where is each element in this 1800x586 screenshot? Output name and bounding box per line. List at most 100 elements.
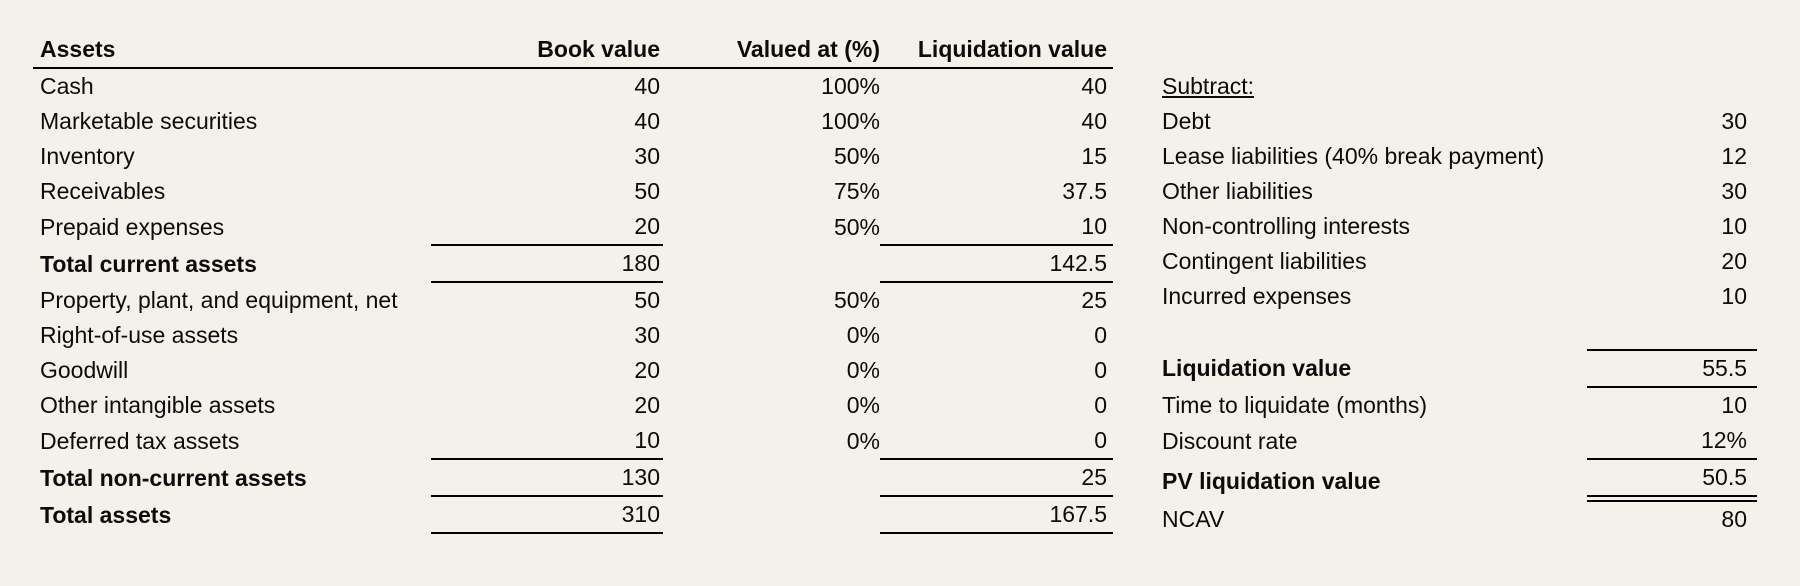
book-value-cell: 130 bbox=[431, 460, 663, 497]
liability-label-cell: Non-controlling interests bbox=[1162, 213, 1411, 239]
liability-value-cell: 12% bbox=[1587, 423, 1757, 460]
table-row: Liquidation value 55.5 bbox=[1155, 349, 1757, 388]
liquidation-value-cell: 37.5 bbox=[1062, 178, 1107, 204]
liquidation-value-cell: 10 bbox=[880, 209, 1113, 246]
column-header-book-value: Book value bbox=[431, 32, 663, 69]
liquidation-value-cell: 142.5 bbox=[880, 246, 1113, 283]
table-row: Marketable securities 40 100% 40 bbox=[33, 104, 1113, 139]
asset-label-cell: Deferred tax assets bbox=[40, 428, 240, 454]
liability-label-cell: Time to liquidate (months) bbox=[1162, 392, 1428, 418]
subtract-table: Subtract: Debt 30 Lease liabilities (40%… bbox=[1155, 69, 1757, 537]
valued-at-cell: 0% bbox=[846, 322, 880, 348]
table-row: Discount rate 12% bbox=[1155, 423, 1757, 460]
table-row: Receivables 50 75% 37.5 bbox=[33, 174, 1113, 209]
table-row: Total non-current assets 130 25 bbox=[33, 460, 1113, 497]
valued-at-cell bbox=[663, 460, 880, 497]
liability-label-cell: Subtract: bbox=[1162, 73, 1255, 99]
table-row: Other intangible assets 20 0% 0 bbox=[33, 388, 1113, 423]
table-row: Other liabilities 30 bbox=[1155, 174, 1757, 209]
book-value-cell: 50 bbox=[634, 287, 660, 313]
table-row: Deferred tax assets 10 0% 0 bbox=[33, 423, 1113, 460]
asset-label-cell: Total assets bbox=[40, 502, 172, 528]
column-header-valued-at: Valued at (%) bbox=[663, 32, 880, 69]
table-row: Time to liquidate (months) 10 bbox=[1155, 388, 1757, 423]
liability-label-cell: NCAV bbox=[1162, 506, 1225, 532]
table-row: Inventory 30 50% 15 bbox=[33, 139, 1113, 174]
table-row: Prepaid expenses 20 50% 10 bbox=[33, 209, 1113, 246]
liability-value-cell: 20 bbox=[1721, 248, 1747, 274]
liability-label-cell: PV liquidation value bbox=[1162, 467, 1381, 494]
valued-at-cell: 100% bbox=[821, 73, 880, 99]
valued-at-cell: 50% bbox=[833, 143, 880, 169]
liability-label-cell: Lease liabilities (40% break payment) bbox=[1162, 143, 1545, 169]
liquidation-value-cell: 167.5 bbox=[880, 497, 1113, 534]
liability-value-cell: 12 bbox=[1721, 143, 1747, 169]
book-value-cell: 20 bbox=[634, 392, 660, 418]
liquidation-value-cell: 40 bbox=[1081, 108, 1107, 134]
liability-value-cell: 10 bbox=[1721, 283, 1747, 309]
assets-table: Assets Book value Valued at (%) Liquidat… bbox=[33, 32, 1113, 534]
liability-label-cell: Debt bbox=[1162, 108, 1211, 134]
valued-at-cell bbox=[663, 497, 880, 534]
liquidation-value-cell: 25 bbox=[1081, 287, 1107, 313]
liability-label-cell: Contingent liabilities bbox=[1162, 248, 1367, 274]
liquidation-value-cell: 0 bbox=[1094, 322, 1107, 348]
table-row: Total assets 310 167.5 bbox=[33, 497, 1113, 534]
table-row: Goodwill 20 0% 0 bbox=[33, 353, 1113, 388]
table-row bbox=[1155, 314, 1757, 349]
book-value-cell: 40 bbox=[634, 108, 660, 134]
table-row: Total current assets 180 142.5 bbox=[33, 246, 1113, 283]
asset-label-cell: Total current assets bbox=[40, 251, 257, 277]
asset-label-cell: Receivables bbox=[40, 178, 166, 204]
book-value-cell: 310 bbox=[431, 497, 663, 534]
valued-at-cell: 0% bbox=[846, 357, 880, 383]
valued-at-cell: 75% bbox=[833, 178, 880, 204]
book-value-cell: 30 bbox=[634, 322, 660, 348]
asset-label-cell: Right-of-use assets bbox=[40, 322, 239, 348]
table-row: NCAV 80 bbox=[1155, 502, 1757, 537]
table-row: Incurred expenses 10 bbox=[1155, 279, 1757, 314]
asset-label-cell: Inventory bbox=[40, 143, 135, 169]
liquidation-value-cell: 0 bbox=[880, 423, 1113, 460]
book-value-cell: 40 bbox=[634, 73, 660, 99]
liability-label-cell bbox=[1155, 314, 1587, 349]
table-row: Subtract: bbox=[1155, 69, 1757, 104]
liability-value-cell bbox=[1587, 69, 1757, 104]
asset-label-cell: Property, plant, and equipment, net bbox=[40, 287, 398, 313]
valued-at-cell: 0% bbox=[846, 392, 880, 418]
valued-at-cell: 0% bbox=[846, 428, 880, 454]
valued-at-cell bbox=[663, 246, 880, 283]
valued-at-cell: 50% bbox=[833, 214, 880, 240]
book-value-cell: 20 bbox=[634, 357, 660, 383]
book-value-cell: 10 bbox=[431, 423, 663, 460]
asset-label-cell: Cash bbox=[40, 73, 94, 99]
asset-label-cell: Prepaid expenses bbox=[40, 214, 225, 240]
liquidation-value-cell: 0 bbox=[1094, 357, 1107, 383]
valued-at-cell: 50% bbox=[833, 287, 880, 313]
liability-value-cell bbox=[1587, 314, 1757, 349]
liquidation-value-cell: 0 bbox=[1094, 392, 1107, 418]
table-row: Right-of-use assets 30 0% 0 bbox=[33, 318, 1113, 353]
liquidation-value-cell: 15 bbox=[1081, 143, 1107, 169]
book-value-cell: 20 bbox=[431, 209, 663, 246]
asset-label-cell: Total non-current assets bbox=[40, 465, 307, 491]
liability-value-cell: 80 bbox=[1721, 506, 1747, 532]
table-row: Contingent liabilities 20 bbox=[1155, 244, 1757, 279]
valued-at-cell: 100% bbox=[821, 108, 880, 134]
table-row: Debt 30 bbox=[1155, 104, 1757, 139]
liability-value-cell: 50.5 bbox=[1587, 460, 1757, 502]
column-header-liquidation-value: Liquidation value bbox=[880, 32, 1113, 69]
liability-value-cell: 10 bbox=[1721, 213, 1747, 239]
table-row: PV liquidation value 50.5 bbox=[1155, 460, 1757, 502]
liability-label-cell: Incurred expenses bbox=[1162, 283, 1352, 309]
book-value-cell: 50 bbox=[634, 178, 660, 204]
table-row: Non-controlling interests 10 bbox=[1155, 209, 1757, 244]
liquidation-value-cell: 40 bbox=[1081, 73, 1107, 99]
table-row: Property, plant, and equipment, net 50 5… bbox=[33, 283, 1113, 318]
liability-value-cell: 30 bbox=[1721, 108, 1747, 134]
book-value-cell: 30 bbox=[634, 143, 660, 169]
liability-value-cell: 55.5 bbox=[1587, 349, 1757, 388]
asset-label-cell: Goodwill bbox=[40, 357, 129, 383]
liability-value-cell: 10 bbox=[1721, 392, 1747, 418]
column-header-assets: Assets bbox=[33, 32, 431, 69]
